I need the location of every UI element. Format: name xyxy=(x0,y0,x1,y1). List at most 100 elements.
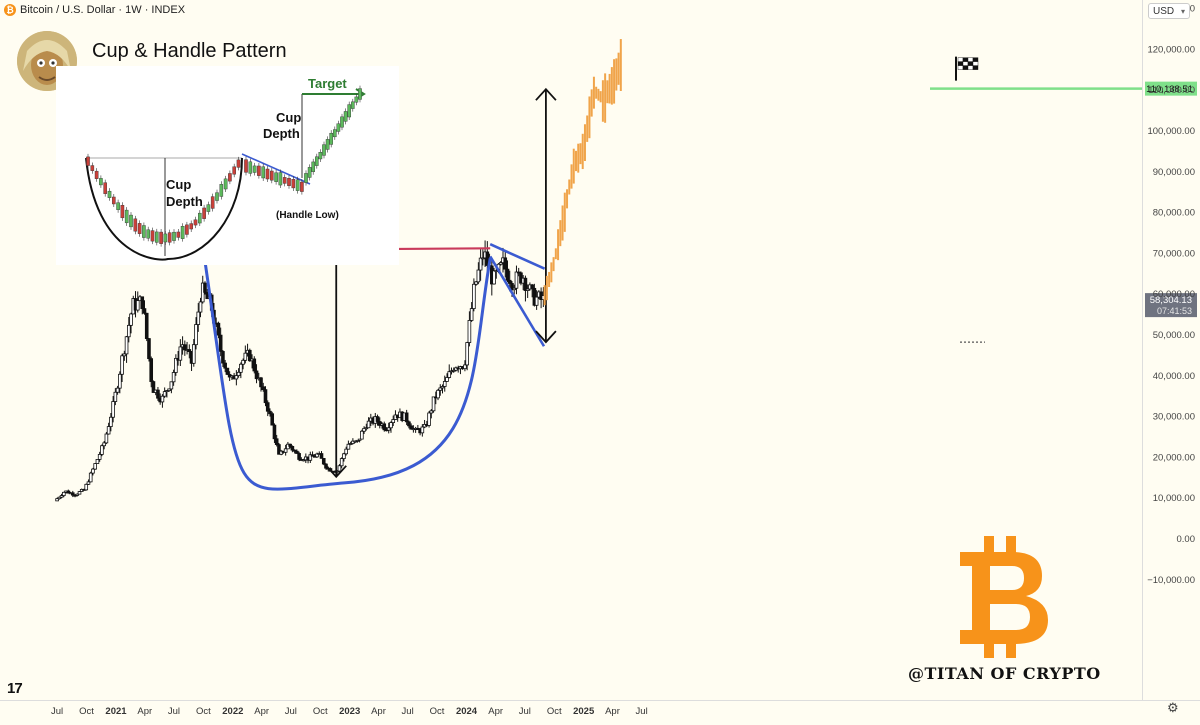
candle-body xyxy=(84,483,89,491)
candle-body xyxy=(283,448,288,453)
flag-cell xyxy=(962,57,969,62)
time-tick-label: Apr xyxy=(605,706,620,717)
inset-candle xyxy=(202,207,206,219)
candle-body xyxy=(102,442,106,447)
inset-depth-label: Depth xyxy=(166,194,203,209)
time-tick-label: 2024 xyxy=(456,706,478,717)
time-tick-label: Jul xyxy=(402,706,414,717)
inset-candle xyxy=(257,165,261,176)
candle-body xyxy=(436,389,440,399)
inset-candle xyxy=(265,168,270,180)
candle-body xyxy=(88,472,93,483)
candle-body xyxy=(66,490,71,494)
inset-candle xyxy=(287,178,291,186)
candle-body xyxy=(104,433,109,444)
candle-body xyxy=(118,373,122,389)
candle-body xyxy=(339,458,344,467)
time-tick-label: Oct xyxy=(313,706,328,717)
candle-body xyxy=(187,349,192,353)
candle-body xyxy=(274,438,279,445)
inset-candle xyxy=(304,173,308,183)
tradingview-logo-icon[interactable]: 17 xyxy=(7,680,23,697)
candle-body xyxy=(319,453,324,459)
candle-body xyxy=(357,438,362,441)
candle-body xyxy=(409,425,413,430)
time-tick-label: Oct xyxy=(79,706,94,717)
watermark: @TITAN OF CRYPTO xyxy=(908,664,1101,683)
candle-body xyxy=(427,412,431,426)
candle-body xyxy=(129,313,133,326)
inset-candle xyxy=(172,231,176,241)
candle-body xyxy=(120,355,124,375)
gear-icon[interactable]: ⚙ xyxy=(1167,700,1179,715)
time-tick-label: 2022 xyxy=(222,706,243,717)
candle-body xyxy=(62,491,66,496)
candle-body xyxy=(115,387,120,393)
symbol-header[interactable]: ₿ Bitcoin / U.S. Dollar · 1W · INDEX xyxy=(0,0,185,20)
time-tick-label: Jul xyxy=(285,706,297,717)
inset-candle xyxy=(228,173,232,182)
candle-body xyxy=(523,277,528,291)
inset-candle xyxy=(103,182,107,194)
price-tick-label: 0.00 xyxy=(1177,534,1196,545)
candle-body xyxy=(261,386,266,391)
candle-body xyxy=(295,450,299,454)
candle-body xyxy=(263,389,268,404)
flag-cell xyxy=(957,61,964,66)
candle-body xyxy=(225,367,230,375)
inset-candle xyxy=(180,226,185,239)
inset-candle xyxy=(215,192,219,201)
candle-body xyxy=(194,324,198,346)
candle-body xyxy=(70,492,75,496)
time-tick-label: Oct xyxy=(430,706,445,717)
price-tick-label: 100,000.00 xyxy=(1147,126,1195,137)
candle-body xyxy=(165,390,169,392)
candle-body xyxy=(362,427,366,432)
time-tick-label: Jul xyxy=(519,706,531,717)
inset-candle xyxy=(86,156,90,166)
candle-body xyxy=(279,450,283,455)
candle-body xyxy=(234,375,239,380)
candle-body xyxy=(216,322,221,336)
candle-body xyxy=(243,352,248,361)
inset-candle xyxy=(107,190,112,198)
current-price-tag xyxy=(1145,293,1197,318)
candle-body xyxy=(451,369,456,372)
time-tick-label: 2025 xyxy=(573,706,595,717)
inset-candle xyxy=(322,144,326,156)
candle-body xyxy=(440,386,445,389)
pattern-diagram: Target Cup Depth Cup Depth (Handle Low) xyxy=(56,66,399,265)
countdown-label: 07:41:53 xyxy=(1157,306,1192,316)
candle-body xyxy=(481,257,485,260)
candle-body xyxy=(254,370,259,380)
candle-body xyxy=(203,282,207,293)
inset-candle xyxy=(295,179,300,191)
candle-body xyxy=(474,281,478,285)
candle-body xyxy=(510,283,514,291)
candle-body xyxy=(252,358,257,372)
flag-cell xyxy=(962,61,969,66)
candle-body xyxy=(391,419,396,424)
arrow-head-down xyxy=(535,330,557,344)
candle-body xyxy=(492,270,496,285)
inset-candle xyxy=(236,159,241,168)
candle-body xyxy=(95,459,100,464)
candle-body xyxy=(142,308,147,314)
candle-body xyxy=(348,443,353,445)
inset-candle xyxy=(94,170,99,179)
candle-body xyxy=(268,410,272,415)
inset-candle xyxy=(274,172,278,182)
candle-body xyxy=(290,445,295,451)
target-price-tag xyxy=(1145,81,1197,96)
inset-candle xyxy=(189,223,194,230)
candle-body xyxy=(156,389,160,399)
inset-candle xyxy=(347,104,352,118)
inset-candle xyxy=(351,101,355,109)
currency-select[interactable]: USD ▾ xyxy=(1148,3,1190,19)
inset-candle xyxy=(278,172,283,186)
candle-body xyxy=(445,377,449,382)
inset-candle xyxy=(133,218,138,232)
inset-candle xyxy=(142,225,146,238)
